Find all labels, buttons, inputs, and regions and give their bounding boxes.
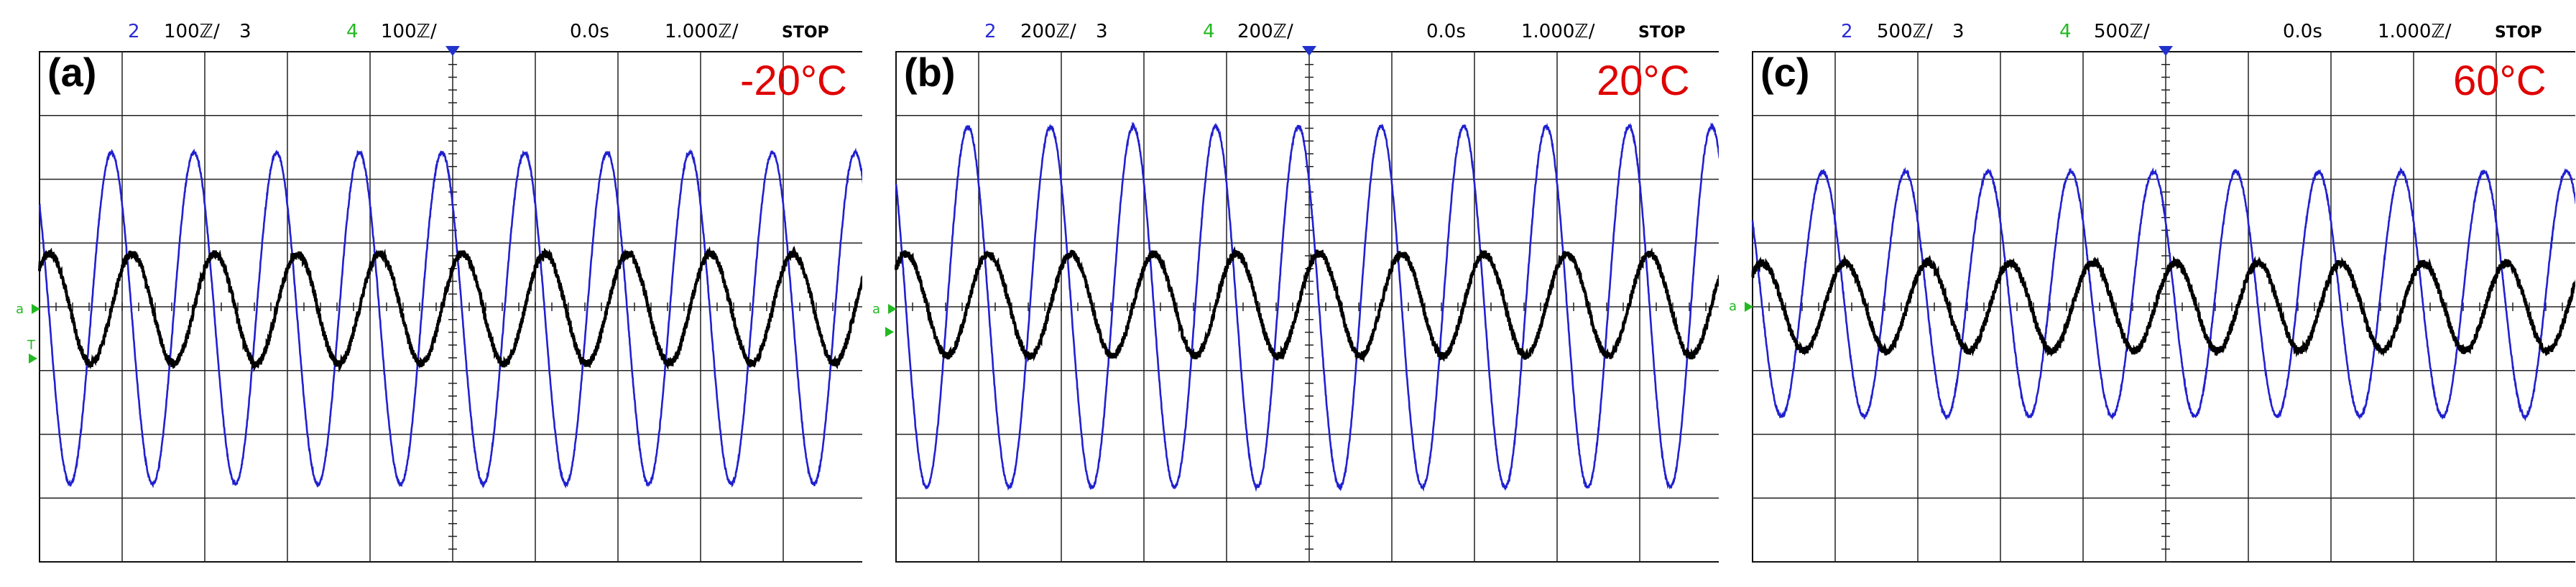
ground-marker-label: a [1729, 299, 1737, 314]
ch2-scale: 500ℤ/ [1877, 21, 1933, 42]
time-offset: 0.0s [1426, 21, 1466, 42]
ch2-number: 2 [984, 21, 997, 42]
ch2-number: 2 [128, 21, 140, 42]
graticule [895, 46, 1719, 563]
trigger-position-marker [2159, 46, 2173, 56]
run-status: STOP [2495, 24, 2542, 42]
scope-header: 2 500ℤ/ 3 4 500ℤ/ 0.0s 1.000ℤ/ STOP [1841, 21, 2542, 42]
traces [38, 147, 862, 489]
ch2-scale: 200ℤ/ [1020, 21, 1076, 42]
temperature-label: 20°C [1597, 57, 1690, 104]
trace-line-1 [1751, 166, 2575, 422]
ch2-scale: 100ℤ/ [164, 21, 220, 42]
graticule [39, 46, 862, 563]
time-scale: 1.000ℤ/ [1521, 21, 1595, 42]
trigger-position-marker [1302, 46, 1316, 56]
traces [1751, 166, 2575, 422]
trace-line-2 [1751, 254, 2575, 358]
ch4-ground-marker-icon [1745, 302, 1753, 312]
scope-header: 2 200ℤ/ 3 4 200ℤ/ 0.0s 1.000ℤ/ STOP [984, 21, 1686, 42]
scope-panel-b: 2 200ℤ/ 3 4 200ℤ/ 0.0s 1.000ℤ/ STOP a (b… [857, 0, 1719, 587]
trace-line-2 [895, 246, 1719, 363]
ch4-number: 4 [346, 21, 359, 42]
channel-markers: a [1729, 299, 1753, 314]
trigger-position-marker [446, 46, 460, 56]
trigger-level-marker-icon [29, 353, 37, 364]
ch4-scale: 500ℤ/ [2094, 21, 2150, 42]
panel-label: (a) [47, 50, 96, 95]
trace-line-2 [38, 245, 862, 373]
ground-marker-label: a [16, 302, 24, 317]
run-status: STOP [782, 24, 829, 42]
ch4-number: 4 [2059, 21, 2072, 42]
ch3-number: 3 [1096, 21, 1108, 42]
run-status: STOP [1638, 24, 1686, 42]
scope-panel-c: 2 500ℤ/ 3 4 500ℤ/ 0.0s 1.000ℤ/ STOP a (c… [1713, 0, 2575, 587]
ch4-scale: 200ℤ/ [1237, 21, 1293, 42]
time-offset: 0.0s [570, 21, 609, 42]
channel-markers: a T [16, 302, 40, 364]
ch4-number: 4 [1203, 21, 1215, 42]
temperature-label: -20°C [740, 57, 847, 104]
panel-label: (b) [904, 50, 956, 95]
ch3-number: 3 [1952, 21, 1965, 42]
time-scale: 1.000ℤ/ [665, 21, 739, 42]
scope-screen: 2 100ℤ/ 3 4 100ℤ/ 0.0s 1.000ℤ/ STOP a T … [16, 21, 862, 563]
scope-screen: 2 200ℤ/ 3 4 200ℤ/ 0.0s 1.000ℤ/ STOP a (b… [872, 21, 1719, 563]
ch4-ground-marker-icon [888, 304, 897, 314]
trigger-level-label: T [27, 338, 36, 353]
ch4-scale: 100ℤ/ [381, 21, 437, 42]
trace-line-1 [38, 147, 862, 489]
channel-markers: a [872, 302, 897, 337]
ch4-ground-marker-icon [32, 304, 40, 314]
scope-header: 2 100ℤ/ 3 4 100ℤ/ 0.0s 1.000ℤ/ STOP [128, 21, 829, 42]
ground-marker-label: a [872, 302, 880, 317]
temperature-label: 60°C [2453, 57, 2547, 104]
scope-panel-a: 2 100ℤ/ 3 4 100ℤ/ 0.0s 1.000ℤ/ STOP a T … [0, 0, 862, 587]
panel-label: (c) [1760, 50, 1809, 95]
time-scale: 1.000ℤ/ [2378, 21, 2452, 42]
ch2-number: 2 [1841, 21, 1853, 42]
time-offset: 0.0s [2283, 21, 2322, 42]
ch3-number: 3 [239, 21, 251, 42]
graticule [1752, 46, 2575, 563]
trigger-level-marker-icon [885, 327, 894, 337]
trace-line-1 [895, 121, 1719, 492]
traces [895, 121, 1719, 492]
scope-screen: 2 500ℤ/ 3 4 500ℤ/ 0.0s 1.000ℤ/ STOP a (c… [1729, 21, 2575, 563]
